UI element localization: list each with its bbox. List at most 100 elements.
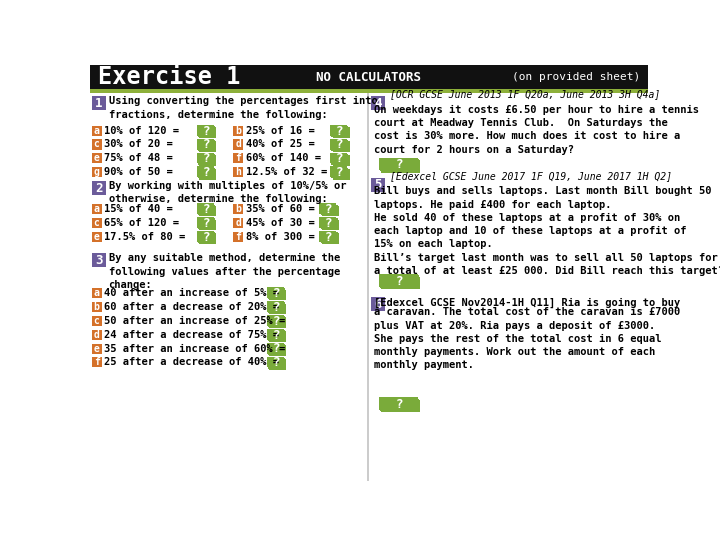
Text: 30% of 20 =: 30% of 20 = (104, 139, 173, 150)
Bar (330, 139, 347, 150)
Text: g: g (94, 167, 99, 177)
Text: c: c (94, 316, 99, 326)
Bar (199, 168, 216, 179)
Bar (266, 287, 284, 298)
Text: 40% of 25 =: 40% of 25 = (246, 139, 315, 150)
Text: 15% of 40 =: 15% of 40 = (104, 204, 173, 214)
Text: ?: ? (202, 138, 210, 151)
Bar (91, 153, 102, 164)
Text: h: h (235, 167, 241, 177)
Text: d: d (235, 139, 241, 150)
Bar (197, 204, 214, 214)
Bar (268, 344, 285, 355)
Text: ?: ? (202, 217, 210, 230)
Text: a: a (94, 288, 99, 298)
Text: 65% of 120 =: 65% of 120 = (104, 218, 179, 228)
Bar (330, 153, 347, 164)
Text: 60% of 140 =: 60% of 140 = (246, 153, 321, 164)
Bar (199, 141, 216, 152)
Bar (269, 318, 286, 328)
Text: 25% of 16 =: 25% of 16 = (246, 126, 315, 136)
Bar (372, 298, 385, 311)
Bar (379, 397, 418, 410)
Bar (331, 140, 348, 151)
Text: 2: 2 (95, 181, 102, 194)
Bar (330, 125, 347, 136)
Bar (233, 126, 243, 136)
Bar (331, 154, 348, 165)
Bar (320, 204, 336, 214)
Text: ?: ? (336, 138, 343, 151)
Text: ?: ? (272, 356, 280, 369)
Bar (268, 302, 285, 313)
Text: f: f (235, 153, 241, 164)
Text: ?: ? (395, 158, 403, 171)
Text: ?: ? (325, 217, 333, 230)
Text: [Edexcel GCSE Nov2014-1H Q11] Ria is going to buy: [Edexcel GCSE Nov2014-1H Q11] Ria is goi… (374, 298, 680, 308)
Bar (91, 96, 106, 110)
Text: ?: ? (336, 125, 343, 138)
Text: ?: ? (272, 287, 280, 300)
Bar (198, 205, 215, 215)
Bar (198, 154, 215, 165)
Text: ?: ? (336, 166, 343, 179)
Text: Exercise 1: Exercise 1 (98, 65, 240, 89)
Text: ?: ? (202, 166, 210, 179)
Bar (91, 218, 102, 228)
Bar (330, 166, 347, 177)
Bar (322, 233, 339, 244)
Text: 17.5% of 80 =: 17.5% of 80 = (104, 232, 185, 242)
Bar (320, 232, 338, 243)
Text: By any suitable method, determine the
following values after the percentage
chan: By any suitable method, determine the fo… (109, 253, 340, 290)
Bar (91, 167, 102, 177)
Bar (197, 231, 214, 242)
Bar (266, 329, 284, 340)
Bar (197, 153, 214, 164)
Text: c: c (94, 139, 99, 150)
Text: ?: ? (272, 301, 280, 314)
Bar (266, 343, 284, 354)
Text: 6: 6 (374, 298, 382, 310)
Bar (380, 159, 419, 171)
Text: e: e (94, 153, 99, 164)
Text: b: b (235, 204, 241, 214)
Bar (269, 359, 286, 370)
Bar (333, 141, 350, 152)
Bar (382, 400, 420, 412)
Text: 24 after a decrease of 75% =: 24 after a decrease of 75% = (104, 330, 279, 340)
Bar (91, 330, 102, 340)
Bar (198, 140, 215, 151)
Bar (91, 204, 102, 214)
Bar (197, 217, 214, 228)
Text: ?: ? (272, 342, 280, 355)
Bar (233, 204, 243, 214)
Bar (91, 357, 102, 367)
Bar (197, 139, 214, 150)
Text: On weekdays it costs £6.50 per hour to hire a tennis
court at Meadway Tennis Clu: On weekdays it costs £6.50 per hour to h… (374, 105, 699, 154)
Text: e: e (94, 232, 99, 242)
Bar (91, 232, 102, 242)
Bar (233, 232, 243, 242)
Bar (380, 275, 419, 288)
Bar (268, 358, 285, 369)
Text: Using converting the percentages first into
fractions, determine the following:: Using converting the percentages first i… (109, 96, 377, 120)
Bar (91, 253, 106, 267)
Text: ?: ? (202, 152, 210, 165)
Text: c: c (94, 218, 99, 228)
Bar (90, 65, 648, 90)
Text: b: b (94, 302, 99, 312)
Bar (199, 155, 216, 166)
Bar (198, 126, 215, 137)
Text: ?: ? (395, 398, 403, 411)
Text: NO CALCULATORS: NO CALCULATORS (317, 71, 421, 84)
Text: 60 after a decrease of 20% =: 60 after a decrease of 20% = (104, 302, 279, 312)
Bar (197, 166, 214, 177)
Text: a caravan. The total cost of the caravan is £7000
plus VAT at 20%. Ria pays a de: a caravan. The total cost of the caravan… (374, 307, 680, 370)
Text: ?: ? (272, 315, 280, 328)
Text: 90% of 50 =: 90% of 50 = (104, 167, 173, 177)
Bar (322, 206, 339, 217)
Bar (91, 343, 102, 354)
Bar (198, 218, 215, 229)
Text: a: a (94, 126, 99, 136)
Bar (269, 345, 286, 356)
